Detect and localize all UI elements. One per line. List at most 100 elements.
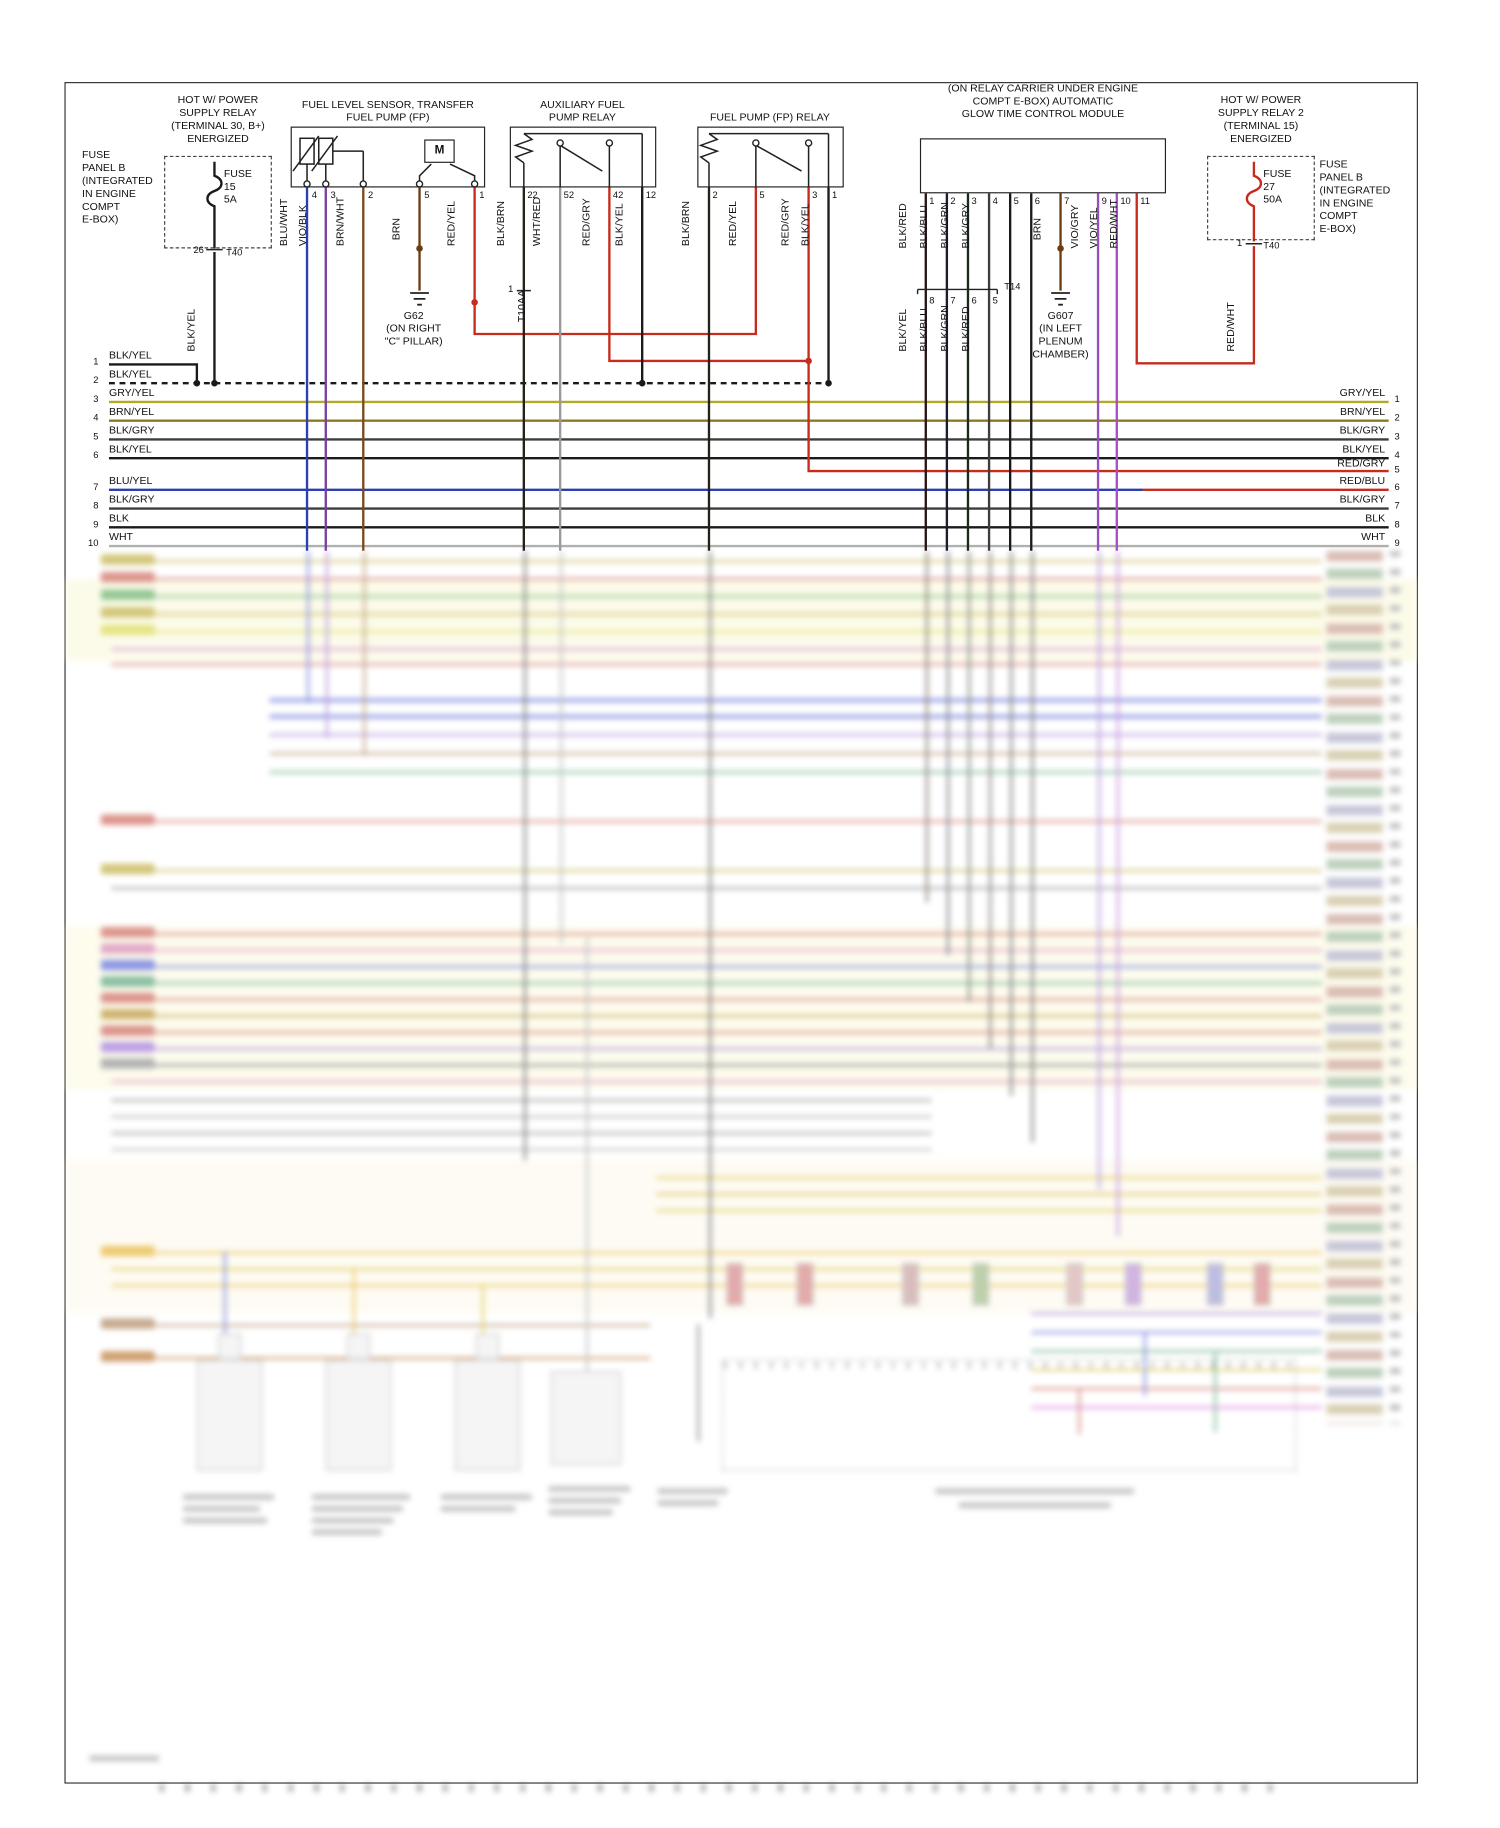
wire-label-t14-blk-blu: BLK/BLU <box>917 308 930 352</box>
row-label-right: BLK/GRY <box>1339 424 1386 436</box>
blur-label-chip <box>100 589 155 601</box>
blur-wire-vertical <box>708 550 712 1319</box>
blur-label-chip <box>100 976 155 987</box>
blur-label-chip <box>100 607 155 618</box>
wire-label-blk-yel: BLK/YEL <box>612 203 625 247</box>
wire-label-vio-yel: VIO/YEL <box>1087 207 1100 249</box>
fuse-right-pin: 1 <box>1236 237 1243 249</box>
blur-label-chip <box>100 943 155 954</box>
blur-wire <box>656 1209 1322 1213</box>
blur-label-chip <box>100 992 155 1004</box>
header-glow-time-module: (ON RELAY CARRIER UNDER ENGINE COMPT E-B… <box>947 82 1139 120</box>
blur-wire-vertical <box>481 1284 485 1349</box>
blur-label-chip <box>100 571 155 583</box>
blur-wire-vertical <box>989 550 992 1049</box>
blur-wire <box>1031 1406 1322 1410</box>
blur-wire-vertical <box>325 550 329 739</box>
row-num-left: 10 <box>88 537 99 549</box>
wire-label-blk-brn: BLK/BRN <box>494 200 507 247</box>
wire-label-blk-grn: BLK/GRN <box>938 202 951 249</box>
row-num-left: 7 <box>93 481 99 493</box>
pin-number: 5 <box>424 189 430 201</box>
blur-wire <box>111 1324 651 1328</box>
blur-ecm-pin-strip <box>724 1361 1294 1369</box>
pin-number: 3 <box>812 189 818 201</box>
ground-g607-label: G607 (IN LEFT PLENUM CHAMBER) <box>1032 309 1089 360</box>
blur-wire <box>1031 1368 1322 1372</box>
pin-number: 6 <box>1034 195 1040 207</box>
blur-wire <box>111 1115 932 1119</box>
row-num-right: 8 <box>1394 519 1400 530</box>
pin-number: 2 <box>712 189 718 201</box>
fuse-15-label: FUSE 15 5A <box>223 167 252 206</box>
fuse-panel-b-left-label: FUSE PANEL B (INTEGRATED IN ENGINE COMPT… <box>82 148 153 226</box>
row-label-right: GRY/YEL <box>1339 386 1386 399</box>
row-num-right: 5 <box>1394 464 1400 475</box>
blur-wire <box>269 752 1322 756</box>
blur-label-chip <box>100 624 155 636</box>
fuse-panel-b-right-box <box>1207 155 1315 241</box>
pin-number: 4 <box>311 189 317 201</box>
wire-label-blu-wht: BLU/WHT <box>277 198 290 247</box>
blur-wire-vertical <box>363 550 367 756</box>
wire-label-blk-yel-fuse: BLK/YEL <box>185 308 197 352</box>
row-num-right: 6 <box>1394 481 1400 493</box>
blur-wire-vertical <box>967 550 971 1002</box>
blur-wire <box>111 1251 1322 1255</box>
row-label-right: RED/BLU <box>1339 474 1386 487</box>
blur-wire <box>111 648 1322 651</box>
row-num-right: 2 <box>1394 412 1400 424</box>
wire-label-brn: BRN <box>390 217 402 241</box>
wire-label-t14-blk-yel: BLK/YEL <box>896 308 909 352</box>
blur-wire-vertical <box>1078 1387 1081 1435</box>
blur-caption <box>311 1517 394 1524</box>
row-label-left: BRN/YEL <box>108 405 155 418</box>
blur-wire <box>269 714 1322 719</box>
blur-wash <box>65 578 1417 661</box>
connector-t10aa-pin: 1 <box>508 283 514 295</box>
blur-wire <box>111 630 1322 634</box>
row-num-left: 3 <box>93 393 99 405</box>
blur-caption <box>182 1505 261 1512</box>
blur-wire <box>111 1014 1322 1018</box>
blur-wire <box>111 949 1322 953</box>
row-label-left: WHT <box>108 530 134 543</box>
header-hot-supply-relay-1: HOT W/ POWER SUPPLY RELAY (TERMINAL 30, … <box>171 93 265 145</box>
blur-wire <box>269 771 1322 774</box>
blur-caption <box>657 1488 728 1495</box>
fuel-pump-relay-box <box>697 126 844 188</box>
motor-symbol: M <box>424 139 455 163</box>
pin-number: 9 <box>1101 195 1107 207</box>
blur-label-chip <box>100 1041 155 1053</box>
blur-caption <box>935 1488 1135 1495</box>
blur-connector <box>1066 1263 1083 1306</box>
row-num-left: 5 <box>93 431 99 442</box>
blur-component-cap <box>475 1333 500 1360</box>
blur-wire <box>1031 1387 1322 1391</box>
blur-caption <box>311 1494 411 1501</box>
blur-caption <box>958 1502 1111 1509</box>
row-num-left: 9 <box>93 519 99 530</box>
blur-wire <box>111 595 1322 599</box>
blur-wire-vertical <box>1010 550 1013 1096</box>
pin-number: 12 <box>645 189 657 201</box>
blur-right-chip-column <box>1326 550 1383 1424</box>
blur-wire <box>111 1132 932 1135</box>
blur-wire-vertical <box>925 550 929 903</box>
blur-wire <box>1031 1312 1322 1316</box>
row-num-left: 8 <box>93 500 99 511</box>
t14-pin-number: 5 <box>992 295 998 306</box>
row-label-left: BLK/GRY <box>108 493 155 506</box>
wire-label-blk-blu: BLK/BLU <box>917 205 930 249</box>
blur-wash <box>65 925 1417 1090</box>
wire-label-blk-yel: BLK/YEL <box>799 203 811 247</box>
pin-number: 5 <box>759 189 765 201</box>
blur-wire-vertical <box>697 1324 701 1442</box>
blur-label-chip <box>100 1245 155 1257</box>
pin-number: 3 <box>971 195 977 207</box>
header-hot-supply-relay-2: HOT W/ POWER SUPPLY RELAY 2 (TERMINAL 15… <box>1217 93 1304 145</box>
blur-wire <box>111 1047 1322 1051</box>
blur-caption <box>311 1529 383 1536</box>
blur-wire-vertical <box>946 550 950 956</box>
